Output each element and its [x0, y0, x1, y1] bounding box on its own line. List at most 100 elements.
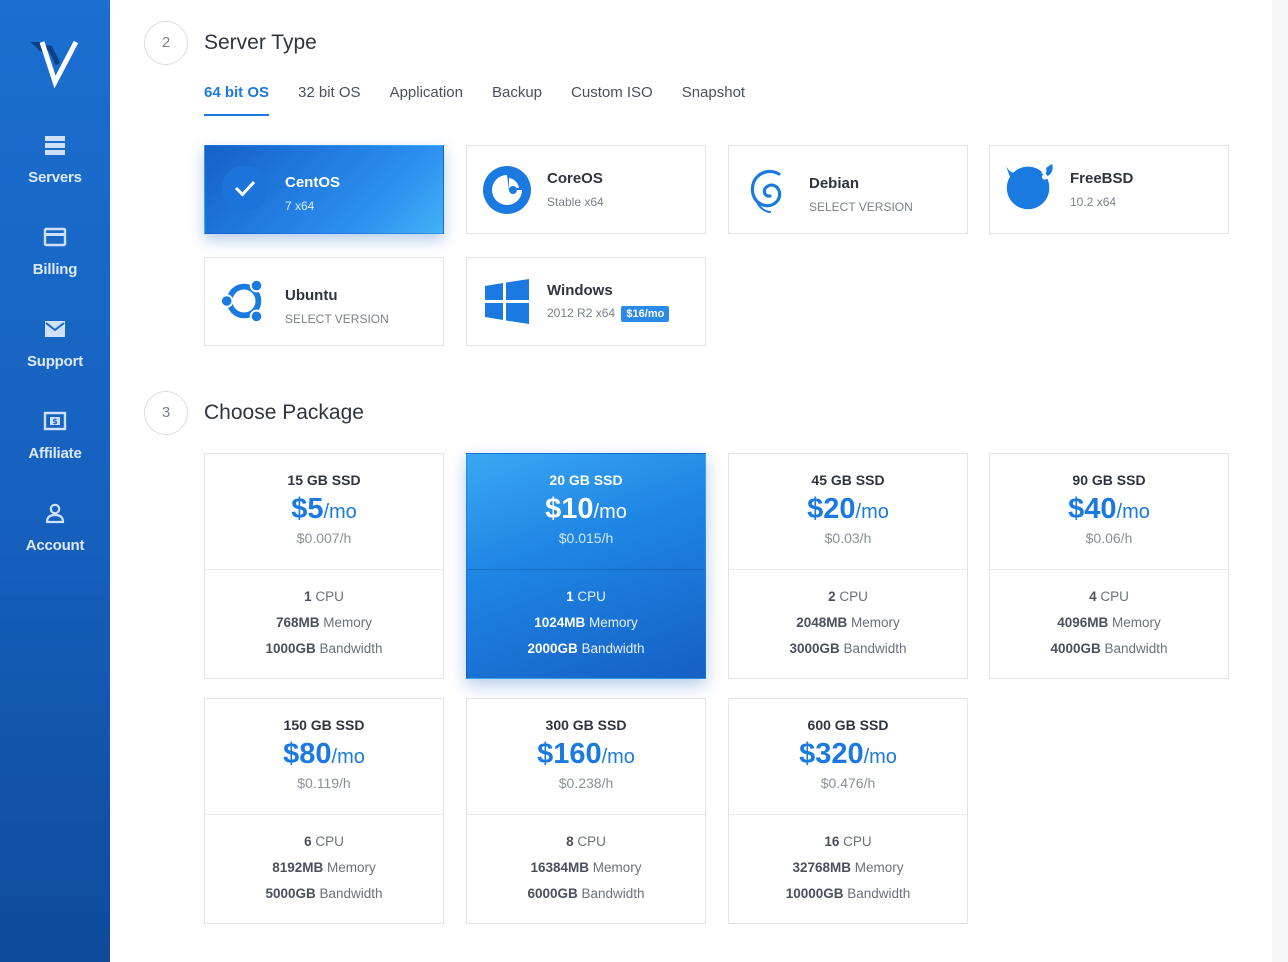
- package-memory-label: Memory: [854, 860, 904, 875]
- package-hourly-price: $0.476/h: [820, 775, 876, 791]
- package-specs: 8 CPU 16384MB Memory 6000GB Bandwidth: [467, 815, 705, 911]
- package-bandwidth: 5000GB Bandwidth: [205, 885, 443, 911]
- package-specs: 2 CPU 2048MB Memory 3000GB Bandwidth: [729, 570, 967, 666]
- package-header: 20 GB SSD $10/mo $0.015/h: [467, 454, 705, 570]
- package-specs: 16 CPU 32768MB Memory 10000GB Bandwidth: [729, 815, 967, 911]
- os-card-windows[interactable]: Windows 2012 R2 x64 $16/mo: [466, 257, 706, 346]
- package-specs: 1 CPU 768MB Memory 1000GB Bandwidth: [205, 570, 443, 666]
- sidebar-item-affiliate[interactable]: $ Affiliate: [0, 410, 110, 490]
- package-cpu: 16 CPU: [729, 833, 967, 859]
- package-cpu-value: 1: [566, 589, 574, 604]
- package-price: $10/mo: [467, 494, 705, 527]
- package-price-amount: $20: [807, 493, 856, 525]
- package-memory-label: Memory: [323, 615, 373, 630]
- package-bandwidth-label: Bandwidth: [319, 641, 383, 656]
- package-cpu-label: CPU: [315, 834, 344, 849]
- package-cpu: 1 CPU: [467, 588, 705, 614]
- package-specs: 6 CPU 8192MB Memory 5000GB Bandwidth: [205, 815, 443, 911]
- os-name: FreeBSD: [1070, 170, 1134, 187]
- package-price-amount: $160: [537, 738, 602, 770]
- package-storage: 45 GB SSD: [811, 472, 885, 488]
- package-memory: 16384MB Memory: [467, 859, 705, 885]
- package-cpu-value: 1: [304, 589, 312, 604]
- tab-snapshot[interactable]: Snapshot: [681, 84, 746, 101]
- os-version: Stable x64: [547, 195, 604, 209]
- package-cpu-value: 6: [304, 834, 312, 849]
- package-memory-value: 32768MB: [792, 860, 851, 875]
- package-card[interactable]: 20 GB SSD $10/mo $0.015/h 1 CPU 1024MB Memor…: [466, 453, 706, 679]
- sidebar-item-account[interactable]: Account: [0, 502, 110, 582]
- package-header: 600 GB SSD $320/mo $0.476/h: [729, 699, 967, 815]
- sidebar-item-label: Support: [26, 353, 84, 370]
- dollar-bill-icon: $: [43, 411, 67, 431]
- package-price-period: /mo: [331, 746, 365, 768]
- package-memory-value: 4096MB: [1057, 615, 1109, 630]
- os-name: CoreOS: [547, 170, 603, 187]
- package-price-period: /mo: [863, 746, 897, 768]
- package-memory-value: 1024MB: [534, 615, 586, 630]
- package-memory-value: 768MB: [275, 615, 320, 630]
- package-memory-value: 2048MB: [796, 615, 848, 630]
- package-price-amount: $10: [545, 493, 594, 525]
- os-card-freebsd[interactable]: FreeBSD 10.2 x64: [989, 145, 1229, 234]
- tab-64-bit-os[interactable]: 64 bit OS: [204, 84, 270, 116]
- os-card-coreos[interactable]: CoreOS Stable x64: [466, 145, 706, 234]
- package-memory-value: 16384MB: [530, 860, 589, 875]
- os-name: Debian: [809, 175, 860, 192]
- package-memory: 4096MB Memory: [990, 614, 1228, 640]
- package-bandwidth-value: 4000GB: [1050, 641, 1101, 656]
- sidebar-item-support[interactable]: Support: [0, 318, 110, 398]
- os-card-centos[interactable]: CentOS 7 x64: [204, 145, 444, 234]
- os-card-debian[interactable]: Debian SELECT VERSION: [728, 145, 968, 234]
- coreos-logo-icon: [483, 166, 531, 214]
- package-bandwidth-value: 2000GB: [527, 641, 578, 656]
- vultr-logo-icon[interactable]: [28, 38, 82, 88]
- package-memory-value: 8192MB: [272, 860, 324, 875]
- checkmark-icon: [222, 166, 268, 211]
- package-card[interactable]: 150 GB SSD $80/mo $0.119/h 6 CPU 8192MB Memo…: [204, 698, 444, 924]
- os-version-text: 2012 R2 x64: [547, 306, 616, 320]
- package-price: $20/mo: [729, 494, 967, 527]
- package-card[interactable]: 300 GB SSD $160/mo $0.238/h 8 CPU 16384MB Me…: [466, 698, 706, 924]
- package-card[interactable]: 45 GB SSD $20/mo $0.03/h 2 CPU 2048MB Memory…: [728, 453, 968, 679]
- package-price-period: /mo: [593, 501, 627, 523]
- package-price-amount: $320: [799, 738, 864, 770]
- package-cpu-label: CPU: [315, 589, 344, 604]
- package-header: 150 GB SSD $80/mo $0.119/h: [205, 699, 443, 815]
- package-specs: 4 CPU 4096MB Memory 4000GB Bandwidth: [990, 570, 1228, 666]
- tab-application[interactable]: Application: [389, 84, 463, 101]
- step-number: 3: [144, 391, 188, 435]
- os-name: CentOS: [285, 174, 341, 191]
- credit-card-icon: [43, 227, 67, 247]
- package-cpu: 6 CPU: [205, 833, 443, 859]
- os-card-ubuntu[interactable]: Ubuntu SELECT VERSION: [204, 257, 444, 346]
- tab-32-bit-os[interactable]: 32 bit OS: [298, 84, 361, 101]
- package-bandwidth-label: Bandwidth: [581, 641, 645, 656]
- tab-custom-iso[interactable]: Custom ISO: [571, 84, 653, 101]
- package-cpu: 4 CPU: [990, 588, 1228, 614]
- os-version: 7 x64: [285, 199, 315, 213]
- package-card[interactable]: 600 GB SSD $320/mo $0.476/h 16 CPU 32768MB M…: [728, 698, 968, 924]
- package-cpu-label: CPU: [1100, 589, 1129, 604]
- package-price-amount: $40: [1068, 493, 1117, 525]
- package-memory: 32768MB Memory: [729, 859, 967, 885]
- package-bandwidth-label: Bandwidth: [843, 641, 907, 656]
- svg-text:$: $: [52, 417, 58, 426]
- sidebar-item-billing[interactable]: Billing: [0, 226, 110, 306]
- sidebar-item-label: Billing: [32, 261, 78, 278]
- package-storage: 15 GB SSD: [287, 472, 361, 488]
- os-version: SELECT VERSION: [285, 312, 389, 326]
- package-card[interactable]: 90 GB SSD $40/mo $0.06/h 4 CPU 4096MB Memory…: [989, 453, 1229, 679]
- sidebar-item-label: Account: [25, 537, 85, 554]
- package-price-amount: $5: [291, 493, 324, 525]
- price-badge: $16/mo: [621, 306, 670, 322]
- sidebar-item-servers[interactable]: Servers: [0, 134, 110, 214]
- package-hourly-price: $0.238/h: [558, 775, 614, 791]
- package-price: $40/mo: [990, 494, 1228, 527]
- package-card[interactable]: 15 GB SSD $5/mo $0.007/h 1 CPU 768MB Memory 1…: [204, 453, 444, 679]
- debian-swirl-icon: [750, 169, 782, 213]
- package-price: $5/mo: [205, 494, 443, 527]
- package-cpu: 2 CPU: [729, 588, 967, 614]
- tab-backup[interactable]: Backup: [491, 84, 543, 101]
- package-cpu-label: CPU: [577, 589, 606, 604]
